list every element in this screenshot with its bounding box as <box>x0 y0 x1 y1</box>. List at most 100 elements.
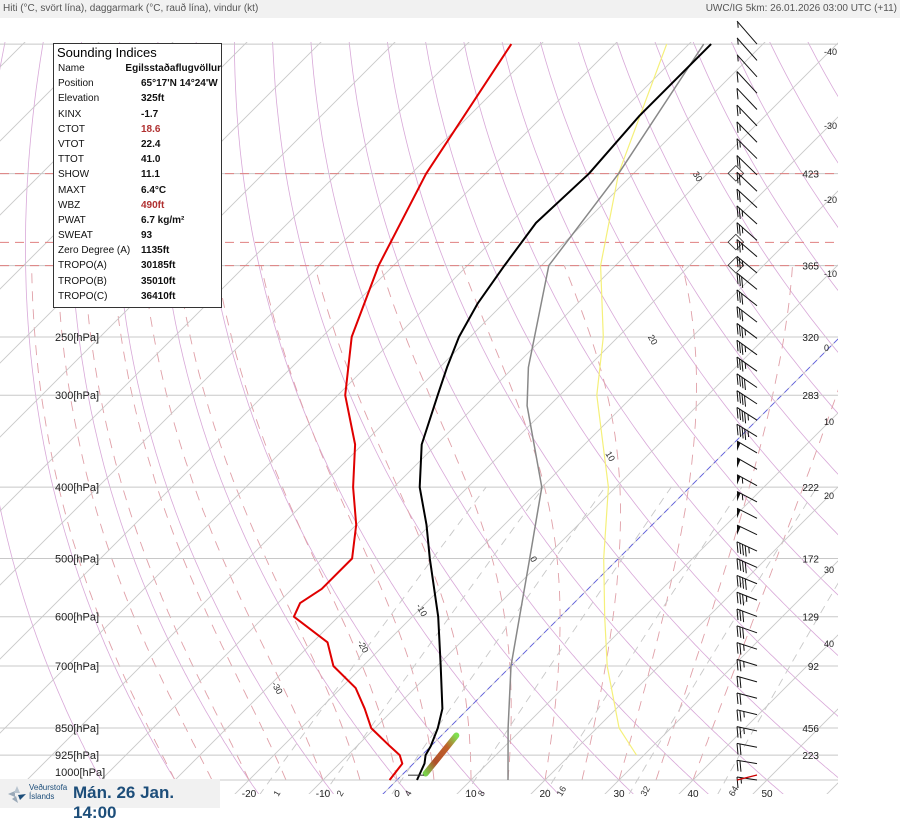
barb-half <box>741 227 744 234</box>
isotherm-label: -40 <box>824 47 837 57</box>
mixing-ratio-label: 64 <box>727 784 741 798</box>
index-row: SHOW 11.1 <box>54 167 221 182</box>
barb-staff <box>736 20 758 45</box>
barb-half <box>743 661 745 668</box>
barb-full <box>739 626 742 638</box>
index-label: SWEAT <box>58 230 93 242</box>
barb-half <box>745 595 748 602</box>
index-label: Elevation <box>58 93 100 105</box>
barb-full <box>739 727 742 739</box>
barb-full <box>741 393 744 406</box>
barb-full <box>739 543 742 555</box>
isotherm-label: 10 <box>824 417 834 427</box>
index-value: 65°17'N 14°24'W <box>141 78 218 90</box>
barb-half <box>741 243 744 251</box>
barb-full <box>741 544 744 556</box>
isotherm <box>678 634 838 794</box>
barb-full <box>736 323 739 335</box>
dry-adiabat <box>692 42 838 292</box>
moist-adiabat <box>142 265 324 781</box>
barb-full <box>736 726 739 738</box>
barb-half <box>743 644 745 651</box>
dry-adiabat <box>25 42 185 794</box>
index-row: PWAT 6.7 kg/m² <box>54 213 221 228</box>
barb-full <box>738 325 741 337</box>
barb-full <box>738 274 741 287</box>
adiabat-label: -30 <box>270 680 285 696</box>
barb-staff <box>736 373 758 388</box>
barb-full <box>736 138 739 150</box>
barb-half <box>737 38 739 45</box>
barb-full <box>739 743 742 756</box>
barb-staff <box>736 776 758 781</box>
index-row: Position 65°17'N 14°24'W <box>54 76 221 91</box>
barb-full <box>739 643 742 655</box>
wind-barb-icon <box>736 390 758 407</box>
wind-barb-icon <box>736 759 758 772</box>
forecast-datetime: Mán. 26 Jan. 14:00 <box>73 783 175 822</box>
mixing-ratio-line <box>391 486 606 794</box>
index-label: Zero Degree (A) <box>58 245 131 257</box>
temperature-tick-label: 40 <box>687 789 699 800</box>
barb-staff <box>736 541 758 552</box>
barb-full <box>739 760 742 772</box>
moist-adiabat <box>314 265 472 780</box>
index-row: WBZ 490ft <box>54 198 221 213</box>
index-row: VTOT 22.4 <box>54 137 221 152</box>
barb-full <box>741 310 744 322</box>
wind-barb-icon <box>736 121 758 143</box>
wind-barb-icon <box>736 171 758 192</box>
barb-staff <box>736 289 758 307</box>
dry-adiabat <box>654 42 838 353</box>
barb-pennant <box>737 491 741 502</box>
barb-full <box>741 427 744 439</box>
barb-full <box>738 207 741 219</box>
mixing-ratio-line <box>323 486 544 794</box>
barb-full <box>736 608 739 621</box>
barb-full <box>738 258 741 270</box>
dry-adiabat <box>155 42 409 794</box>
barb-full <box>738 375 741 387</box>
barb-full <box>736 592 739 604</box>
moist-adiabat <box>655 265 793 781</box>
lifted-segment <box>422 732 460 777</box>
wind-barb-icon <box>736 423 758 441</box>
wind-barb-icon <box>736 54 758 78</box>
index-row: Zero Degree (A) 1135ft <box>54 243 221 258</box>
temperature-tick-label: 0 <box>394 789 400 800</box>
wind-barb-icon <box>736 205 758 225</box>
surface-wind-marker <box>736 774 758 781</box>
index-value: 93 <box>141 230 153 242</box>
dry-adiabat <box>70 42 260 794</box>
wind-barb-icon <box>736 323 758 339</box>
index-label: CTOT <box>58 123 86 135</box>
index-value: 22.4 <box>141 138 161 150</box>
barb-staff <box>736 558 758 568</box>
height-label: 283 <box>802 391 819 402</box>
barb-full <box>739 710 742 722</box>
wind-barb-icon <box>736 306 758 323</box>
index-row: SWEAT 93 <box>54 228 221 243</box>
temperature-tick-label: 10 <box>465 789 477 800</box>
dry-adiabat <box>387 42 838 779</box>
mixing-ratio-line <box>628 486 818 794</box>
index-row: CTOT 18.6 <box>54 122 221 137</box>
organization-name: Veðurstofa Íslands <box>29 783 67 801</box>
wind-barb-icon <box>736 742 758 756</box>
barb-staff <box>736 239 758 258</box>
barb-full <box>739 425 742 437</box>
wind-barb-icon <box>736 272 758 290</box>
pressure-label: 925[hPa] <box>55 750 99 762</box>
temperature-tick-label: 30 <box>613 789 625 800</box>
height-label: 456 <box>802 724 819 735</box>
barb-staff <box>736 423 758 438</box>
moist-adiabat <box>31 265 176 781</box>
barb-full <box>736 373 739 385</box>
wind-barb-icon <box>736 373 758 390</box>
barb-full <box>739 610 742 622</box>
barb-full <box>736 625 739 637</box>
barb-full <box>738 157 741 169</box>
index-label: MAXT <box>58 184 86 196</box>
isotherm-label: -10 <box>824 269 837 279</box>
wind-barb-icon <box>736 726 758 739</box>
